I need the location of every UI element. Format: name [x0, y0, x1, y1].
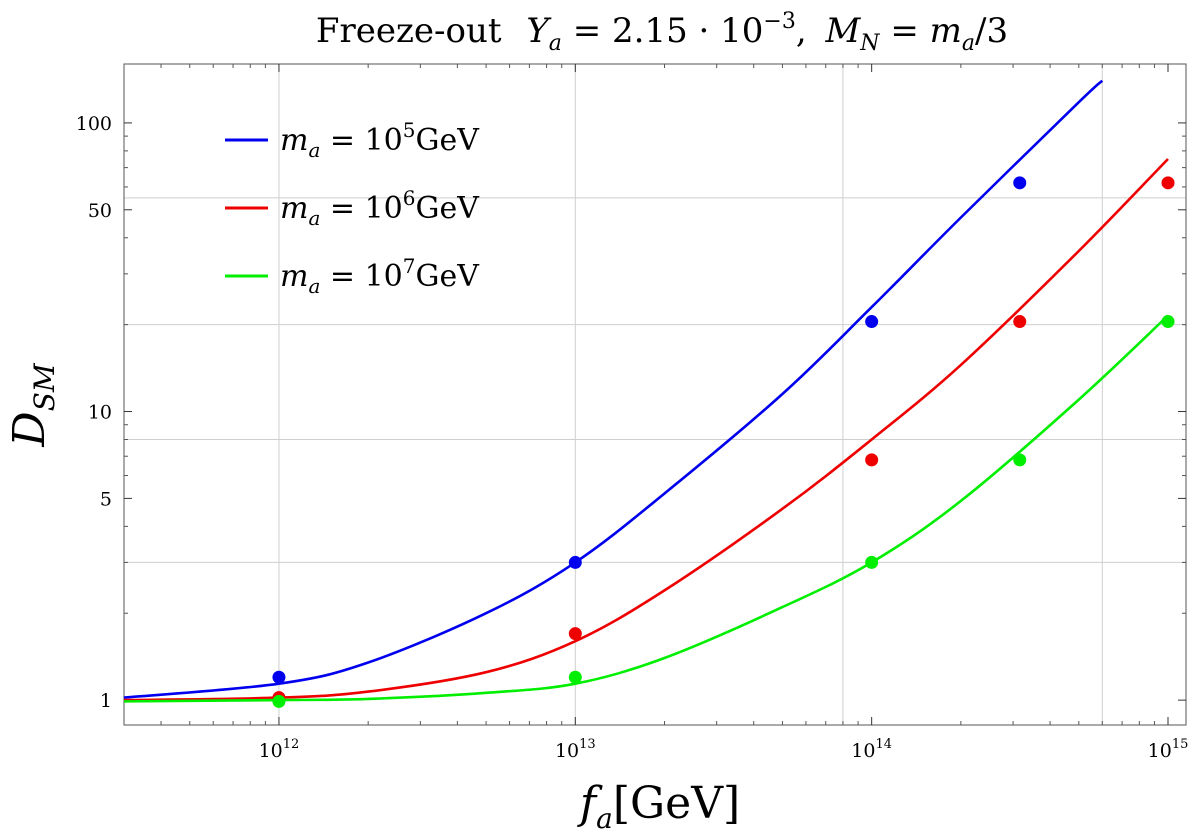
- series-line-3: [124, 314, 1169, 703]
- x-tick-label: 1015: [1148, 737, 1189, 762]
- legend: ma = 105GeV ma = 106GeV ma = 107GeV: [225, 118, 480, 298]
- series-point-2: [865, 453, 879, 467]
- legend-label: ma = 106GeV: [280, 186, 480, 230]
- chart-title: Freeze-out Ya = 2.15 · 10−3, MN = ma/3: [316, 9, 1008, 56]
- x-axis-label: fa[GeV]: [577, 778, 740, 835]
- x-tick-label: 1013: [555, 737, 596, 762]
- series-point-2: [1161, 176, 1175, 190]
- legend-label: ma = 107GeV: [280, 254, 480, 298]
- series-point-1: [865, 315, 879, 329]
- series-point-3: [568, 670, 582, 684]
- x-tick-label: 1014: [851, 737, 892, 762]
- series-point-1: [272, 670, 286, 684]
- y-tick-label: 5: [100, 488, 112, 510]
- legend-label: ma = 105GeV: [280, 118, 480, 162]
- y-axis-label: DSM: [4, 362, 61, 447]
- grid-lines: [124, 64, 1186, 725]
- y-tick-label: 50: [88, 200, 112, 222]
- plot-frame: [123, 63, 1187, 726]
- axis-ticks: 1012 1013 1014 1015 1 5 10 50 100: [76, 64, 1189, 762]
- series-point-3: [865, 555, 879, 569]
- series-line-2: [124, 158, 1169, 702]
- y-tick-label: 1: [100, 690, 112, 712]
- y-tick-label: 10: [88, 402, 112, 424]
- series-point-1: [568, 555, 582, 569]
- series-point-3: [1013, 453, 1027, 467]
- series-point-2: [1013, 315, 1027, 329]
- series-line-1: [124, 79, 1104, 699]
- series-point-3: [272, 694, 286, 708]
- series-point-2: [568, 627, 582, 641]
- series-layer: [124, 79, 1175, 708]
- series-point-1: [1013, 176, 1027, 190]
- x-tick-label: 1012: [259, 737, 300, 762]
- series-point-3: [1161, 315, 1175, 329]
- y-tick-label: 100: [76, 113, 112, 135]
